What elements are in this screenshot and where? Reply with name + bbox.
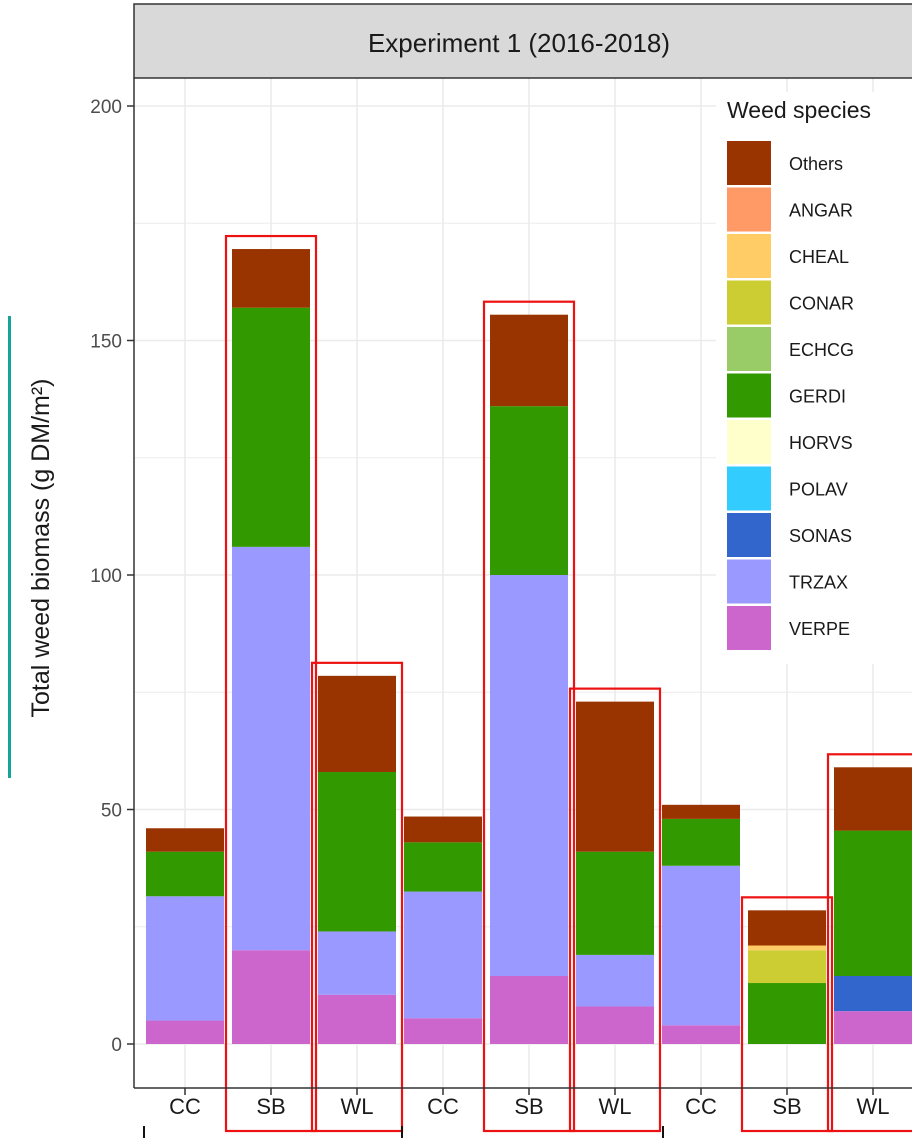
bottom-brackets — [143, 1126, 664, 1138]
legend-label: TRZAX — [789, 573, 848, 593]
y-axis-ticks: 0 50 100 150 200 — [90, 97, 134, 1056]
legend-label: ANGAR — [789, 201, 853, 221]
bar-segment-cheal — [748, 945, 826, 951]
bar-segment-gerdi — [404, 842, 482, 892]
bar-segment-others — [318, 675, 396, 772]
bar-segment-others — [490, 314, 568, 407]
bar-segment-trzax — [318, 931, 396, 995]
legend-swatch — [727, 606, 771, 650]
bar-segment-others — [662, 804, 740, 819]
legend-label: SONAS — [789, 526, 852, 546]
bar-segment-gerdi — [662, 818, 740, 866]
highlight-box — [482, 300, 576, 1133]
highlight-boxes — [224, 234, 912, 1133]
legend-label: GERDI — [789, 387, 846, 407]
legend-title: Weed species — [727, 97, 871, 123]
bar-segment-others — [404, 816, 482, 843]
bar-segment-gerdi — [318, 771, 396, 932]
x-tick-label: WL — [599, 1094, 632, 1119]
legend-swatch — [727, 559, 771, 604]
bar-segment-conar — [748, 950, 826, 984]
x-tick-label: WL — [857, 1094, 890, 1119]
bar-segment-gerdi — [576, 851, 654, 955]
bar-segment-trzax — [490, 575, 568, 976]
legend: Weed species Others ANGAR CHEAL CONAR ECHCG G… — [716, 92, 912, 664]
highlight-box — [826, 753, 912, 1133]
highlight-box — [310, 661, 404, 1133]
legend-swatch — [727, 373, 771, 418]
bar-segment-others — [232, 249, 310, 308]
legend-swatch — [727, 466, 771, 511]
legend-label: CHEAL — [789, 247, 849, 267]
bar-segment-trzax — [662, 865, 740, 1026]
legend-swatch — [727, 187, 771, 232]
bar-segment-gerdi — [146, 851, 224, 897]
bar-segment-trzax — [576, 954, 654, 1007]
legend-label: HORVS — [789, 433, 853, 453]
x-tick-label: WL — [341, 1094, 374, 1119]
y-tick-label: 0 — [111, 1035, 122, 1056]
legend-swatch — [727, 141, 771, 185]
y-tick-label: 100 — [90, 566, 122, 587]
bar-segment-trzax — [232, 546, 310, 951]
legend-label: POLAV — [789, 480, 848, 500]
bar-segment-verpe — [662, 1025, 740, 1044]
bar-segment-trzax — [146, 896, 224, 1021]
x-tick-label: SB — [772, 1094, 801, 1119]
bar-segment-others — [146, 828, 224, 852]
legend-swatch — [727, 234, 771, 278]
facet-strip — [133, 3, 912, 79]
bar-segment-gerdi — [834, 830, 912, 976]
bar-segment-gerdi — [232, 307, 310, 547]
legend-swatch — [727, 280, 771, 325]
bar-segment-verpe — [576, 1006, 654, 1044]
highlight-box — [224, 234, 318, 1133]
bar-segment-verpe — [834, 1011, 912, 1044]
bar-segment-verpe — [146, 1020, 224, 1044]
bar-stacks — [146, 249, 912, 1044]
x-axis-ticks: CC SB WL CC SB WL CC SB WL — [169, 1088, 890, 1119]
highlight-box — [568, 687, 662, 1133]
bar-segment-verpe — [490, 975, 568, 1044]
accent-bar — [0, 316, 11, 778]
bar-segment-others — [576, 701, 654, 852]
bar-segment-verpe — [318, 994, 396, 1044]
y-tick-label: 150 — [90, 332, 122, 353]
y-tick-label: 50 — [101, 801, 122, 822]
bar-segment-others — [834, 767, 912, 831]
x-tick-label: SB — [256, 1094, 285, 1119]
bar-segment-sonas — [834, 975, 912, 1012]
legend-label: Others — [789, 154, 843, 174]
legend-swatch — [727, 327, 771, 371]
legend-label: CONAR — [789, 294, 854, 314]
legend-label: VERPE — [789, 619, 850, 639]
legend-swatch — [727, 420, 771, 464]
bar-segment-gerdi — [748, 983, 826, 1044]
x-tick-label: CC — [427, 1094, 459, 1119]
bar-segment-gerdi — [490, 406, 568, 575]
y-axis-label: Total weed biomass (g DM/m²) — [27, 379, 55, 718]
x-tick-label: CC — [169, 1094, 201, 1119]
y-tick-label: 200 — [90, 97, 122, 118]
bar-segment-others — [748, 910, 826, 946]
legend-swatch — [727, 513, 771, 557]
legend-label: ECHCG — [789, 340, 854, 360]
x-tick-label: SB — [514, 1094, 543, 1119]
bar-segment-verpe — [232, 950, 310, 1044]
highlight-box — [740, 896, 834, 1133]
chart-title: Experiment 1 (2016-2018) — [368, 28, 670, 58]
x-tick-label: CC — [685, 1094, 717, 1119]
bar-segment-verpe — [404, 1018, 482, 1044]
bar-segment-trzax — [404, 891, 482, 1019]
